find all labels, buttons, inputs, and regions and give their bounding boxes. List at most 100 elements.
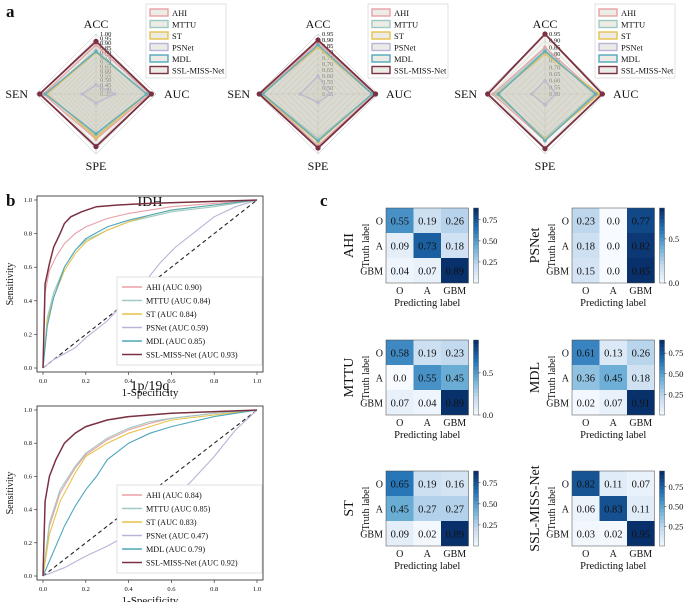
colorbar-segment	[659, 497, 665, 502]
radar-tick-label: 0.65	[100, 63, 111, 70]
colorbar-segment	[473, 219, 479, 224]
colorbar-segment	[473, 519, 479, 524]
confusion-cell-value: 0.07	[632, 480, 650, 491]
colorbar-segment	[473, 538, 479, 543]
radar-legend-swatch	[371, 54, 391, 63]
colorbar-segment	[473, 268, 479, 273]
confusion-cell	[627, 521, 655, 546]
radar-tick-label: 0.90	[100, 40, 111, 47]
confusion-matrix-ssl-miss-net: 0.82 0.11 0.07 0.06 0.83 0.11 0.03 0.02 0.95 O A GB…	[528, 465, 683, 572]
radar-chart-1: 1.000.950.900.850.800.750.700.650.600.55…	[5, 3, 227, 173]
confusion-cell	[599, 208, 627, 233]
colorbar-segment	[473, 504, 479, 509]
confusion-cell-value: 0.09	[391, 530, 409, 541]
radar-legend-label: AHI	[621, 8, 636, 18]
radar-series-ssl-miss-net	[486, 32, 604, 150]
radar-tick-label: 0.90	[322, 37, 333, 44]
roc-xtick-label: 1.0	[253, 586, 261, 593]
colorbar-segment	[659, 519, 665, 524]
confusion-row-label: GBM	[546, 267, 569, 278]
roc-curve-mttu	[42, 409, 258, 577]
confusion-xlabel: Predicting label	[394, 430, 460, 441]
colorbar-segment	[659, 226, 665, 231]
confusion-xlabel: Predicting label	[580, 430, 646, 441]
confusion-cell-value: 0.11	[604, 480, 622, 491]
colorbar-frame	[473, 339, 479, 416]
radar-point-psnet	[529, 92, 534, 96]
radar-point-ssl-miss-net	[37, 91, 43, 97]
colorbar-segment	[659, 486, 665, 491]
radar-legend-swatch	[598, 8, 618, 17]
confusion-frame	[385, 207, 469, 284]
radar-point-ssl-miss-net	[148, 91, 154, 97]
confusion-matrices: 0.55 0.19 0.26 0.09 0.73 0.18 0.04 0.07 0.89 O A GB…	[342, 207, 683, 572]
roc-legend-label: SSL-MISS-Net (AUC 0.92)	[146, 559, 238, 568]
colorbar-segment	[473, 396, 479, 401]
confusion-cell-value: 0.13	[604, 349, 622, 360]
colorbar-segment	[473, 340, 479, 345]
colorbar-segment	[473, 358, 479, 363]
colorbar-segment	[473, 253, 479, 258]
colorbar-segment	[473, 493, 479, 498]
confusion-cell	[413, 340, 441, 365]
colorbar-tick-label: 0.5	[483, 368, 494, 378]
confusion-cell	[386, 233, 414, 258]
roc-xtick-label: 0.0	[39, 586, 47, 593]
radar-legend-swatch	[371, 31, 391, 40]
radar-point-ssl-miss-net	[542, 146, 548, 152]
confusion-row-label: A	[376, 374, 384, 385]
colorbar-segment	[473, 388, 479, 393]
colorbar-segment	[659, 403, 665, 408]
roc-xtick-label: 1.0	[253, 378, 261, 385]
radar-axis-label: AUC	[613, 87, 638, 101]
roc-ytick-label: 0.4	[24, 507, 33, 514]
confusion-cell	[386, 208, 414, 233]
colorbar-segment	[473, 512, 479, 517]
confusion-row-label: A	[562, 242, 570, 253]
confusion-cell	[413, 390, 441, 415]
confusion-cell	[386, 471, 414, 496]
colorbar-segment	[659, 271, 665, 276]
radar-tick-label: 0.80	[100, 49, 111, 56]
radar-axis-label: ACC	[306, 17, 331, 31]
confusion-cell-value: 0.07	[418, 267, 436, 278]
colorbar-segment	[659, 407, 665, 412]
roc-xtick-label: 0.0	[39, 378, 47, 385]
radar-point-mdl	[144, 92, 149, 96]
colorbar-segment	[659, 508, 665, 513]
roc-xlabel: 1-Specificity	[122, 387, 179, 399]
colorbar-segment	[473, 226, 479, 231]
colorbar-segment	[473, 542, 479, 547]
confusion-cell	[627, 340, 655, 365]
colorbar-segment	[659, 501, 665, 506]
radar-legend-swatch	[598, 54, 618, 63]
radar-tick-label: 0.70	[322, 61, 333, 68]
roc-xtick-label: 0.8	[210, 586, 218, 593]
confusion-xlabel: Predicting label	[580, 561, 646, 572]
colorbar-tick-label: 0.25	[669, 521, 684, 531]
confusion-cell-value: 0.85	[632, 267, 650, 278]
colorbar-segment	[659, 208, 665, 213]
radar-legend-swatch	[149, 42, 169, 52]
roc-chart-2: 1p/19q 0.0 0.0 0.2 0.2 0.4 0.4 0.6 0.6 0.8 0.8 1.0 1…	[5, 379, 264, 602]
confusion-cell	[413, 208, 441, 233]
radar-tick-label: 0.55	[100, 73, 111, 80]
confusion-cell-value: 0.0	[607, 242, 620, 253]
colorbar-segment	[473, 377, 479, 382]
colorbar-segment	[473, 489, 479, 494]
confusion-col-label: GBM	[629, 549, 652, 560]
radar-legend-swatch	[371, 8, 391, 17]
radar-chart-3: 0.950.900.850.800.750.700.650.600.550.50…	[454, 3, 676, 173]
confusion-cell-value: 0.0	[607, 217, 620, 228]
confusion-cell	[386, 496, 414, 521]
confusion-cell	[599, 496, 627, 521]
colorbar-segment	[473, 355, 479, 360]
roc-xtick-label: 0.6	[167, 378, 176, 385]
roc-legend-label: ST (AUC 0.84)	[146, 310, 197, 319]
confusion-row-label: O	[376, 349, 383, 360]
radar-legend-label: SSL-MISS-Net	[621, 66, 674, 76]
panel-label-c: c	[320, 191, 328, 210]
colorbar-segment	[473, 370, 479, 375]
confusion-cell	[441, 340, 469, 365]
radar-point-psnet	[316, 74, 320, 78]
